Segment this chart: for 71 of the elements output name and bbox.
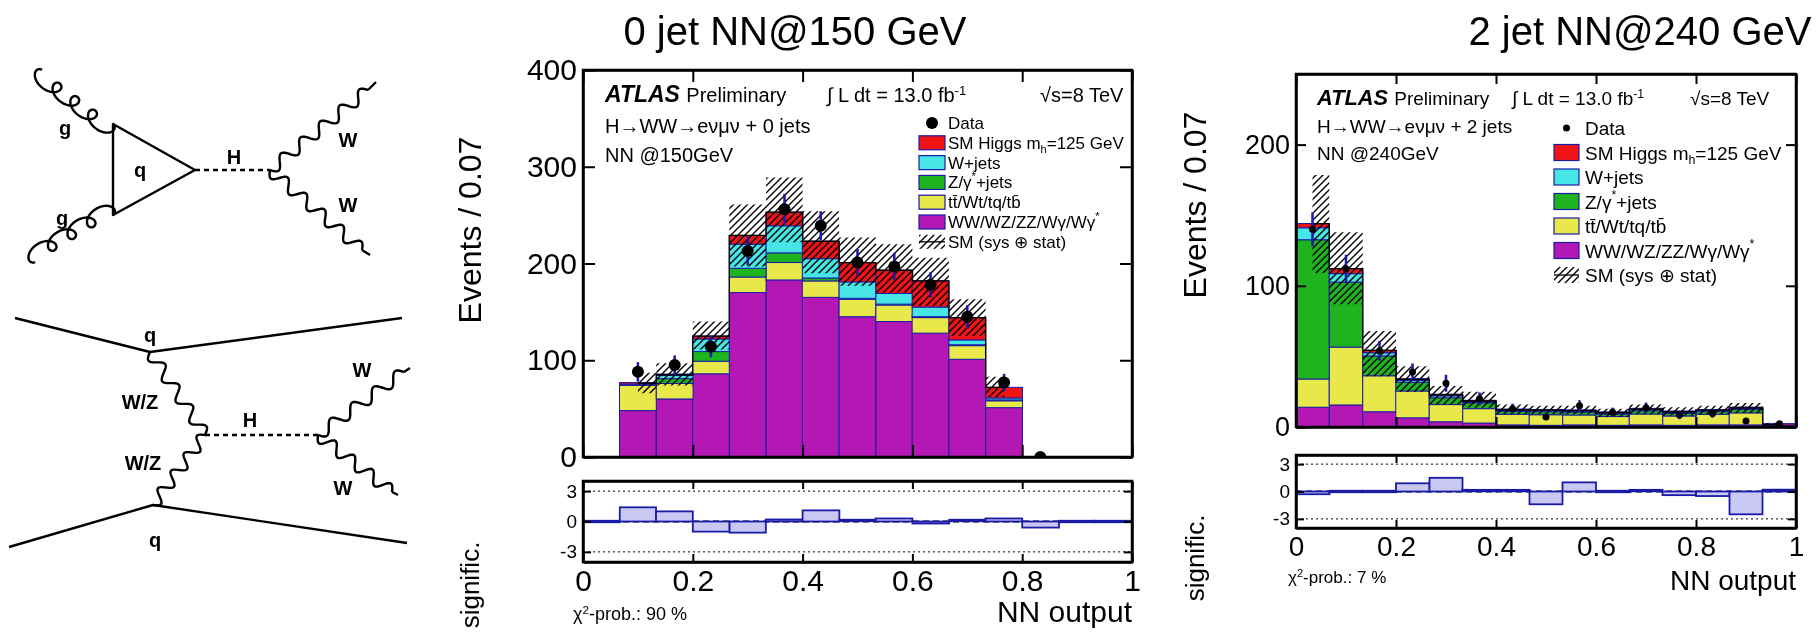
annotation: NN @240GeV bbox=[1317, 143, 1440, 164]
chart-title: 2 jet NN@240 GeV bbox=[1468, 9, 1812, 53]
legend-label: WW/WZ/ZZ/Wγ/Wγ$^{*}$ bbox=[1585, 236, 1755, 261]
text: H bbox=[226, 146, 242, 168]
annotation: ATLAS Preliminary bbox=[604, 81, 787, 107]
text: W bbox=[352, 359, 372, 381]
x-tick-label: 1 bbox=[1788, 530, 1805, 562]
text: g bbox=[58, 117, 72, 139]
x-tick-label: 0.6 bbox=[892, 564, 934, 598]
x-tick-label: 0.8 bbox=[1001, 564, 1044, 598]
x-tick-label: 0.6 bbox=[1577, 530, 1616, 562]
y-tick-label: 0 bbox=[566, 511, 577, 533]
text: W/Z bbox=[124, 452, 162, 474]
legend-label: W+jets bbox=[948, 153, 1001, 173]
legend-label: Z/γ$^{*}$+jets bbox=[1585, 187, 1657, 212]
legend-label: W+jets bbox=[1585, 166, 1644, 188]
y-tick-label: 200 bbox=[526, 246, 577, 280]
legend-label: SM Higgs m$_{h}$=125 GeV bbox=[1585, 142, 1782, 167]
text: q bbox=[148, 529, 162, 551]
annotation: √s=8 TeV bbox=[1690, 88, 1770, 109]
legend-label: Z/γ$^{*}$+jets bbox=[948, 170, 1013, 192]
y-tick-label: -3 bbox=[1273, 508, 1290, 530]
legend-label: Data bbox=[1585, 117, 1626, 139]
y-tick-label: 3 bbox=[1279, 453, 1290, 475]
y-tick-label: 100 bbox=[526, 343, 577, 377]
y-tick-label: 0 bbox=[1279, 481, 1290, 503]
y-tick-label: 300 bbox=[526, 149, 577, 183]
text: W bbox=[338, 129, 358, 151]
text: W bbox=[338, 194, 358, 216]
legend-label: SM (sys ⊕ stat) bbox=[1585, 264, 1718, 286]
x-tick-label: 0.4 bbox=[782, 564, 824, 598]
annotation: ∫ L dt = 13.0 fb$^{-1}$ bbox=[826, 82, 967, 107]
x-tick-label: 0.2 bbox=[672, 564, 715, 598]
text: q bbox=[143, 324, 157, 346]
x-tick-label: 0.4 bbox=[1477, 530, 1516, 562]
legend-label: tt̄/Wt/tq/tb̄ bbox=[948, 192, 1021, 212]
y-axis-title: Events / 0.07 bbox=[1177, 111, 1213, 299]
y-tick-label: 400 bbox=[526, 53, 577, 87]
annotation: NN @150GeV bbox=[605, 144, 734, 166]
y-tick-label: 3 bbox=[566, 480, 577, 502]
text: H bbox=[242, 409, 258, 431]
y-tick-label: 200 bbox=[1244, 129, 1290, 160]
y-axis-title: Events / 0.07 bbox=[452, 136, 488, 324]
text: χ$^{2}$-prob.: 7 % bbox=[1288, 567, 1387, 587]
legend-label: Data bbox=[948, 113, 985, 133]
legend-label: SM Higgs m$_{h}$=125 GeV bbox=[948, 133, 1125, 155]
y-tick-label: 0 bbox=[1274, 412, 1290, 443]
y-tick-label: 0 bbox=[560, 440, 577, 474]
y-axis-title: signific. bbox=[1180, 514, 1210, 602]
annotation: H→WW→eνμν + 2 jets bbox=[1317, 116, 1513, 137]
y-axis-title: signific. bbox=[455, 541, 485, 629]
annotation: ∫ L dt = 13.0 fb$^{-1}$ bbox=[1511, 87, 1645, 110]
annotation: √s=8 TeV bbox=[1040, 84, 1125, 106]
x-tick-label: 1 bbox=[1124, 564, 1141, 598]
x-axis-title: NN output bbox=[1669, 565, 1797, 596]
text: χ$^{2}$-prob.: 90 % bbox=[573, 602, 688, 624]
x-axis-title: NN output bbox=[996, 595, 1133, 628]
x-tick-label: 0.8 bbox=[1677, 530, 1716, 562]
y-tick-label: -3 bbox=[560, 541, 577, 563]
annotation: H→WW→eνμν + 0 jets bbox=[605, 115, 811, 137]
text: W bbox=[333, 477, 353, 499]
x-tick-label: 0.2 bbox=[1377, 530, 1416, 562]
text: W/Z bbox=[121, 391, 159, 413]
y-tick-label: 100 bbox=[1244, 270, 1290, 301]
legend-label: WW/WZ/ZZ/Wγ/Wγ$^{*}$ bbox=[948, 210, 1101, 232]
text: q bbox=[133, 159, 147, 181]
legend-label: SM (sys ⊕ stat) bbox=[948, 232, 1067, 252]
legend-label: tt̄/Wt/tq/tb̄ bbox=[1585, 215, 1667, 237]
text: g bbox=[55, 207, 69, 229]
annotation: ATLAS Preliminary bbox=[1316, 85, 1490, 110]
chart-title: 0 jet NN@150 GeV bbox=[623, 9, 967, 53]
